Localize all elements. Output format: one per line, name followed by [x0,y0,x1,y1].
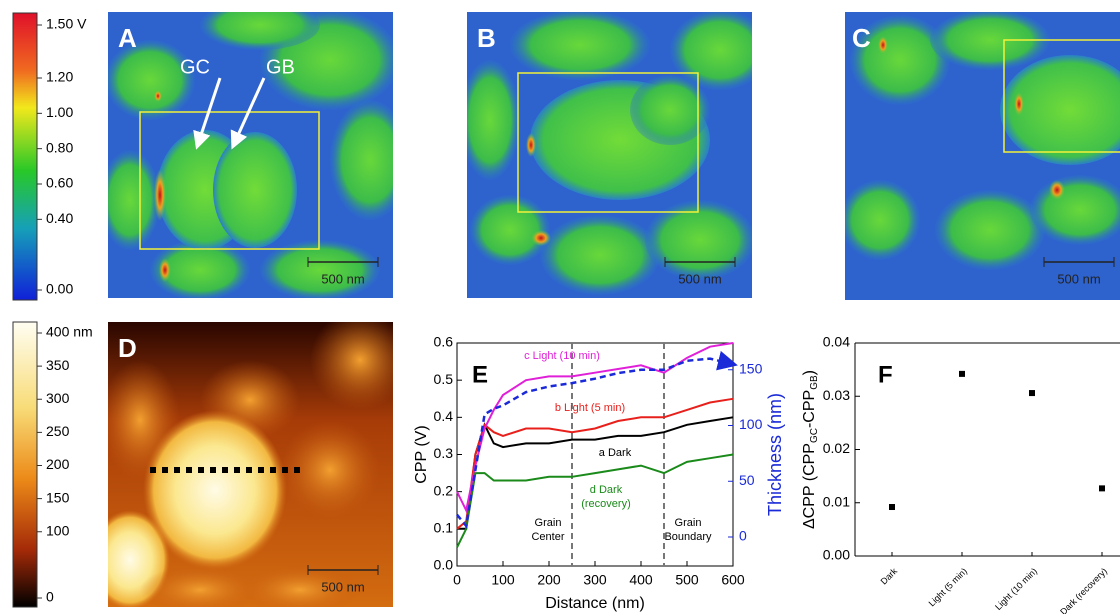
kpfm-image-a [108,12,393,298]
y2-axis-label: Thickness (nm) [765,393,785,516]
height-colorbar [12,321,38,608]
x-tick-label: 600 [721,572,745,588]
y2-tick-label: 150 [739,360,763,376]
colorbar-tick-label: 0.60 [46,175,73,191]
cpd-colorbar [12,12,38,301]
reference-label: Grain Boundary [664,517,712,543]
x-tick-label: Light (10 min) [993,566,1039,612]
scale-bar-label: 500 nm [321,579,364,594]
colorbar-tick-label: 1.20 [46,69,73,85]
colorbar-tick-label: 1.50 V [46,16,87,32]
y-tick-label: 0.03 [823,387,850,403]
y-tick-label: 0.02 [823,440,850,456]
afm-image-d [108,322,393,607]
x-tick-label: Dark (recovery) [1058,566,1109,614]
panel-label: F [878,361,893,388]
y-tick-label: 0.5 [434,371,454,387]
colorbar-tick-label: 1.00 [46,104,73,120]
y-tick-label: 0.04 [823,334,850,350]
scale-bar-label: 500 nm [321,271,364,286]
annotation: GB [266,56,295,78]
colorbar-tick-label: 100 [46,522,70,538]
y-tick-label: 0.6 [434,334,454,350]
y-tick-label: 0.3 [434,445,454,461]
scale-bar-label: 500 nm [1057,271,1100,286]
data-point [959,370,965,377]
colorbar-tick-label: 350 [46,357,70,373]
annotation: GC [180,56,210,78]
x-tick-label: 300 [583,572,607,588]
y-tick-label: 0.2 [434,482,454,498]
colorbar-tick-label: 200 [46,456,70,472]
colorbar-tick-label: 0.80 [46,139,73,155]
scale-bar-label: 500 nm [678,271,721,286]
y-axis-label-part: -CPP [801,390,818,428]
x-tick-label: 0 [453,572,461,588]
x-tick-label: Light (5 min) [927,566,969,608]
panel-label: B [477,23,496,53]
y-tick-label: 0.01 [823,493,850,509]
reference-label: Grain Center [531,517,564,543]
colorbar-tick-label: 250 [46,423,70,439]
y-axis-label-part: ΔCPP (CPP [801,443,818,529]
x-tick-label: 400 [629,572,653,588]
series-label: a Dark [599,447,632,459]
x-tick-label: 100 [491,572,515,588]
colorbar-tick-label: 0.00 [46,281,73,297]
series-label: c Light (10 min) [524,350,600,362]
colorbar-tick-label: 400 nm [46,324,93,340]
kpfm-image-b [467,12,752,298]
colorbar-tick-label: 150 [46,489,70,505]
panel-label: E [472,361,488,388]
data-point [1099,485,1105,492]
series-line [456,453,734,548]
y-axis-label-part: GC [809,428,820,443]
series-label: d Dark (recovery) [581,484,631,510]
y-tick-label: 0.4 [434,408,454,424]
panel-label: A [118,23,137,53]
x-tick-label: 500 [675,572,699,588]
colorbar-tick-label: 0.40 [46,210,73,226]
x-tick-label: Dark [879,566,900,587]
kpfm-image-c [845,12,1120,300]
y-tick-label: 0.1 [434,520,454,536]
y-axis-label: ΔCPP (CPPGC-CPPGB) [801,370,819,529]
y2-tick-label: 0 [739,528,747,544]
y2-tick-label: 100 [739,416,763,432]
y-axis-label-part: ) [801,370,818,375]
panel-label: D [118,333,137,363]
panel-label: C [852,23,871,53]
y-tick-label: 0.0 [434,557,454,573]
x-axis-label: Distance (nm) [545,595,645,612]
colorbar-tick-label: 300 [46,390,70,406]
data-point [889,504,895,511]
colorbar-tick-label: 0 [46,589,54,605]
data-point [1029,390,1035,397]
x-tick-label: 200 [537,572,561,588]
y2-tick-label: 50 [739,472,755,488]
series-label: b Light (5 min) [555,402,625,414]
y-axis-label: CPP (V) [413,425,430,483]
y-tick-label: 0.00 [823,547,850,563]
y-axis-label-part: GB [809,375,820,390]
